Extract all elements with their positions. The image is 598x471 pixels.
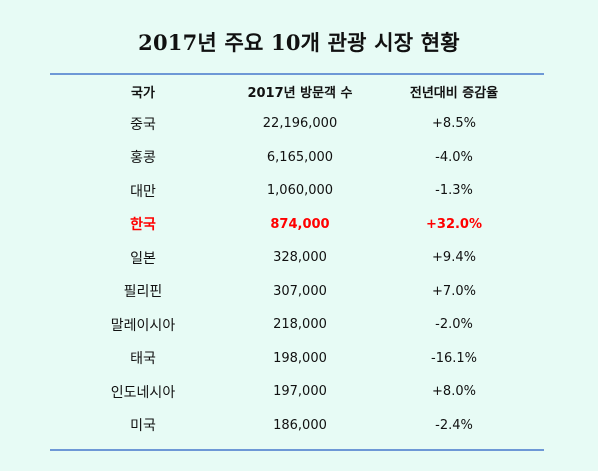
country-cell: 한국	[130, 217, 156, 234]
visitors-cell: 197,000	[273, 384, 327, 400]
table-row: 필리핀 307,000 +7.0%	[50, 275, 544, 309]
column-header-visitors: 2017년 방문객 수	[247, 86, 353, 101]
bottom-rule	[50, 449, 544, 451]
change-cell: -2.0%	[435, 317, 473, 333]
table-row: 한국 874,000 +32.0%	[50, 208, 544, 242]
change-cell: +9.4%	[432, 250, 476, 266]
change-cell: -16.1%	[431, 350, 477, 366]
table-row: 중국 22,196,000 +8.5%	[50, 107, 544, 141]
tourism-table: 국가 2017년 방문객 수 전년대비 증감율 중국 22,196,000 +8.5…	[50, 76, 544, 442]
country-cell: 인도네시아	[110, 384, 176, 401]
table-row: 일본 328,000 +9.4%	[50, 241, 544, 275]
change-cell: +32.0%	[426, 216, 482, 232]
table-header: 국가 2017년 방문객 수 전년대비 증감율	[50, 76, 544, 107]
table-row: 태국 198,000 -16.1%	[50, 342, 544, 376]
table-row: 대만 1,060,000 -1.3%	[50, 174, 544, 208]
visitors-cell: 6,165,000	[266, 149, 334, 165]
visitors-cell: 1,060,000	[266, 183, 334, 199]
change-cell: -4.0%	[435, 149, 473, 165]
visitors-cell: 218,000	[273, 317, 327, 333]
change-cell: -2.4%	[435, 417, 473, 433]
visitors-cell: 22,196,000	[262, 116, 338, 132]
column-header-country: 국가	[131, 86, 155, 101]
table-row: 미국 186,000 -2.4%	[50, 409, 544, 443]
table-row: 말레이시아 218,000 -2.0%	[50, 308, 544, 342]
header-row: 국가 2017년 방문객 수 전년대비 증감율	[50, 76, 544, 107]
country-cell: 일본	[130, 250, 156, 267]
visitors-cell: 328,000	[273, 250, 327, 266]
country-cell: 필리핀	[123, 284, 163, 301]
visitors-cell: 198,000	[273, 350, 327, 366]
visitors-cell: 186,000	[273, 417, 327, 433]
change-cell: -1.3%	[435, 183, 473, 199]
change-cell: +8.0%	[432, 384, 476, 400]
country-cell: 말레이시아	[110, 317, 176, 334]
table-body: 중국 22,196,000 +8.5% 홍콩 6,165,000 -4.0% 대만 1,060…	[50, 107, 544, 442]
country-cell: 중국	[130, 116, 156, 133]
country-cell: 홍콩	[130, 150, 156, 167]
country-cell: 미국	[130, 418, 156, 435]
table-row: 인도네시아 197,000 +8.0%	[50, 375, 544, 409]
visitors-cell: 874,000	[270, 216, 330, 232]
visitors-cell: 307,000	[273, 283, 327, 299]
top-rule	[50, 73, 544, 75]
column-header-change: 전년대비 증감율	[409, 86, 499, 101]
table-row: 홍콩 6,165,000 -4.0%	[50, 141, 544, 175]
country-cell: 태국	[130, 351, 156, 368]
page-title: 2017년 주요 10개 관광 시장 현황	[138, 30, 460, 55]
country-cell: 대만	[130, 183, 156, 200]
change-cell: +8.5%	[432, 116, 476, 132]
change-cell: +7.0%	[432, 283, 476, 299]
